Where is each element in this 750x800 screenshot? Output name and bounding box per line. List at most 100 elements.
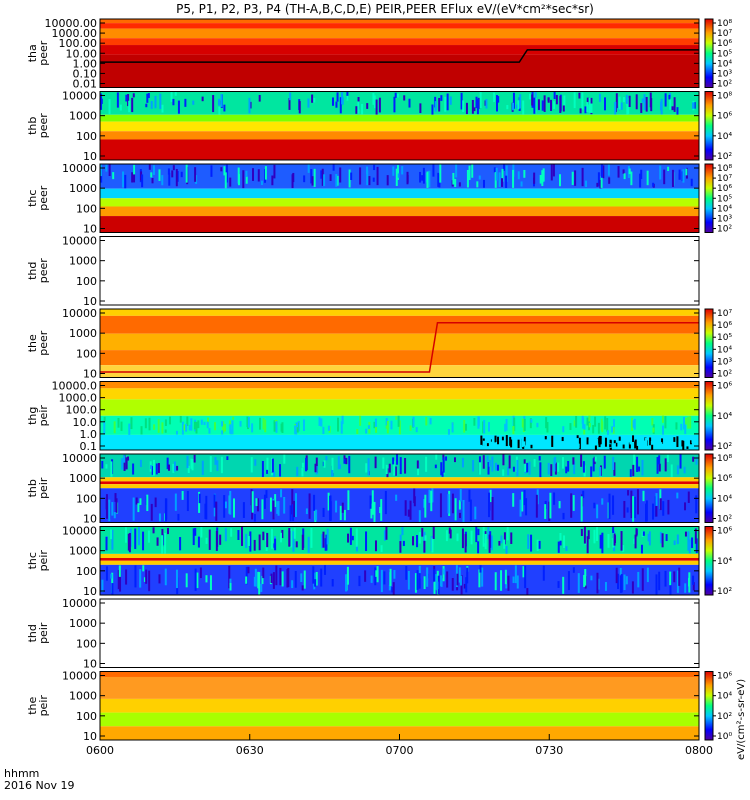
noise-2 [212,95,215,113]
noise-8 [601,532,604,554]
noise-2 [201,96,204,102]
noise-7 [512,466,515,472]
noise-6 [296,422,299,433]
colorbar-8 [704,526,714,596]
x-axis-label: hhmm [4,767,39,780]
noise-6 [634,441,637,449]
noise-2 [522,100,525,115]
noise-7 [348,455,351,474]
noise-8 [634,534,637,549]
noise-8 [399,541,402,553]
noise-8 [208,529,211,550]
noise-6 [645,437,648,449]
noise-2 [170,91,173,102]
noise-8 [524,565,527,589]
colorbar-3 [704,163,714,233]
y-tick-label-1: 10000.00 [45,17,98,30]
noise-6 [628,442,631,449]
panel-label-part: peer [37,258,50,284]
noise-7 [331,469,334,477]
noise-7 [291,489,294,515]
colorbar-tick-label: 10⁶ [717,112,732,122]
noise-8 [631,581,634,594]
noise-7 [394,466,397,476]
noise-6 [206,417,209,423]
noise-6 [148,417,151,431]
noise-6 [463,420,466,433]
noise-7 [687,491,690,503]
noise-7 [582,490,585,499]
noise-3 [335,174,338,187]
noise-7 [125,457,128,470]
noise-8 [355,544,358,552]
noise-6 [365,428,368,434]
noise-2 [528,93,531,100]
colorbar-tick-label: 10⁸ [717,454,732,464]
noise-6 [615,442,618,447]
noise-8 [240,526,243,546]
noise-6 [599,435,602,445]
noise-7 [554,456,557,464]
noise-6 [612,419,615,433]
noise-8 [312,566,315,584]
noise-7 [636,489,639,515]
noise-8 [620,531,623,551]
noise-8 [418,573,421,589]
noise-8 [347,533,350,543]
noise-8 [612,527,615,539]
noise-3 [602,165,605,179]
noise-3 [376,166,379,186]
noise-2 [184,98,187,107]
noise-7 [314,463,317,473]
noise-7 [645,503,648,522]
noise-8 [664,570,667,587]
noise-7 [272,500,275,520]
noise-7 [105,464,108,469]
noise-6 [583,424,586,430]
noise-7 [345,457,348,465]
noise-7 [573,461,576,474]
noise-7 [187,465,190,473]
noise-3 [396,165,399,180]
noise-8 [522,566,525,578]
noise-2 [622,97,625,103]
date-label: 2016 Nov 19 [4,779,74,792]
noise-6 [188,424,191,431]
noise-8 [197,536,200,548]
noise-2 [366,103,369,109]
noise-7 [242,502,245,518]
noise-8 [459,575,462,586]
noise-6 [517,439,520,449]
chart-title: P5, P1, P2, P3, P4 (TH-A,B,C,D,E) PEIR,P… [176,2,594,16]
noise-2 [626,99,629,115]
noise-3 [597,172,600,187]
band-3-2 [100,188,699,199]
noise-7 [404,500,407,516]
noise-7 [516,459,519,477]
noise-7 [186,455,189,469]
noise-8 [111,572,114,594]
noise-7 [388,463,391,473]
noise-8 [538,540,541,549]
noise-8 [477,528,480,536]
noise-2 [517,100,520,110]
noise-7 [273,470,276,477]
noise-7 [274,494,277,507]
noise-3 [552,164,555,177]
noise-7 [337,456,340,470]
noise-6 [464,423,467,431]
noise-3 [220,167,223,172]
noise-8 [458,567,461,583]
noise-6 [185,424,188,432]
noise-6 [509,436,512,446]
noise-3 [105,164,108,172]
noise-7 [441,471,444,477]
noise-6 [208,428,211,434]
noise-8 [301,585,304,591]
noise-8 [617,573,620,590]
noise-6 [186,416,189,427]
noise-2 [573,92,576,109]
noise-8 [641,568,644,591]
noise-8 [488,534,491,553]
noise-3 [151,178,154,184]
